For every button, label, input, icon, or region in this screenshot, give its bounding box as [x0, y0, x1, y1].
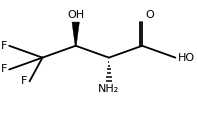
Text: F: F: [1, 64, 7, 75]
Text: F: F: [21, 76, 28, 86]
Text: F: F: [1, 41, 7, 51]
Polygon shape: [72, 22, 79, 46]
Text: NH₂: NH₂: [98, 84, 120, 94]
Text: HO: HO: [178, 53, 195, 63]
Text: OH: OH: [67, 10, 84, 20]
Text: O: O: [145, 10, 154, 20]
